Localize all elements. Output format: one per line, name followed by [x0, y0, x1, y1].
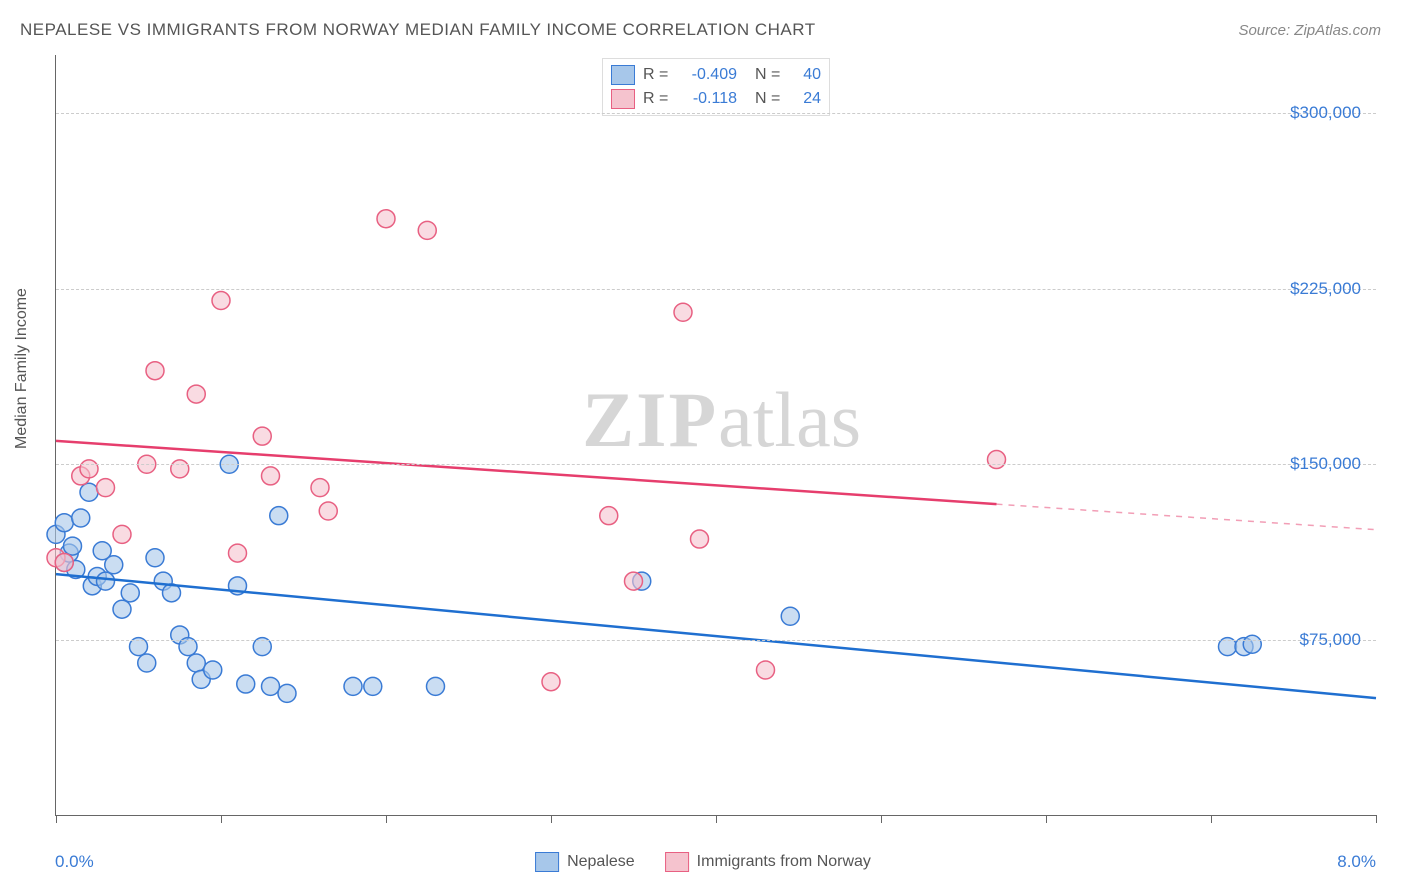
data-point	[270, 507, 288, 525]
data-point	[253, 427, 271, 445]
data-point	[64, 537, 82, 555]
data-point	[600, 507, 618, 525]
data-point	[80, 460, 98, 478]
x-tick	[716, 815, 717, 823]
legend-series-label: Nepalese	[567, 853, 635, 871]
data-point	[674, 303, 692, 321]
chart-title: NEPALESE VS IMMIGRANTS FROM NORWAY MEDIA…	[20, 20, 816, 40]
legend-series-label: Immigrants from Norway	[697, 853, 871, 871]
legend-item: Nepalese	[535, 852, 635, 872]
y-tick-label: $150,000	[1290, 454, 1361, 474]
x-tick	[881, 815, 882, 823]
x-tick	[56, 815, 57, 823]
data-point	[364, 677, 382, 695]
x-tick	[386, 815, 387, 823]
legend-n-value: 40	[791, 66, 821, 84]
data-point	[344, 677, 362, 695]
x-tick	[1211, 815, 1212, 823]
data-point	[146, 362, 164, 380]
plot-area: ZIPatlas R =-0.409N =40R =-0.118N =24 $7…	[55, 55, 1376, 816]
data-point	[97, 572, 115, 590]
legend-r-value: -0.118	[679, 90, 737, 108]
legend-n-label: N =	[755, 90, 783, 108]
legend-r-value: -0.409	[679, 66, 737, 84]
legend-n-value: 24	[791, 90, 821, 108]
legend-swatch	[611, 65, 635, 85]
series-legend: Nepalese Immigrants from Norway	[535, 852, 871, 872]
legend-item: Immigrants from Norway	[665, 852, 871, 872]
data-point	[427, 677, 445, 695]
x-axis-max-label: 8.0%	[1337, 852, 1376, 872]
data-point	[97, 479, 115, 497]
data-point	[113, 525, 131, 543]
x-axis-min-label: 0.0%	[55, 852, 94, 872]
data-point	[237, 675, 255, 693]
legend-row: R = -0.118 N = 24	[611, 87, 821, 111]
data-point	[757, 661, 775, 679]
scatter-svg	[56, 55, 1376, 815]
data-point	[418, 221, 436, 239]
data-point	[72, 509, 90, 527]
data-point	[187, 385, 205, 403]
legend-row: R = -0.409 N = 40	[611, 63, 821, 87]
data-point	[262, 677, 280, 695]
data-point	[319, 502, 337, 520]
legend-swatch	[611, 89, 635, 109]
data-point	[55, 514, 73, 532]
x-tick	[551, 815, 552, 823]
gridline	[56, 640, 1376, 641]
y-tick-label: $300,000	[1290, 103, 1361, 123]
data-point	[262, 467, 280, 485]
regression-line	[56, 441, 997, 504]
data-point	[80, 483, 98, 501]
legend-swatch	[535, 852, 559, 872]
legend-r-label: R =	[643, 66, 671, 84]
data-point	[105, 556, 123, 574]
data-point	[781, 607, 799, 625]
data-point	[55, 553, 73, 571]
source-attribution: Source: ZipAtlas.com	[1238, 22, 1381, 39]
data-point	[229, 544, 247, 562]
legend-swatch	[665, 852, 689, 872]
data-point	[204, 661, 222, 679]
data-point	[691, 530, 709, 548]
x-tick	[1046, 815, 1047, 823]
data-point	[988, 451, 1006, 469]
data-point	[625, 572, 643, 590]
legend-r-label: R =	[643, 90, 671, 108]
gridline	[56, 289, 1376, 290]
data-point	[377, 210, 395, 228]
y-axis-label: Median Family Income	[13, 288, 31, 449]
x-tick	[1376, 815, 1377, 823]
y-tick-label: $225,000	[1290, 279, 1361, 299]
x-tick	[221, 815, 222, 823]
data-point	[212, 292, 230, 310]
data-point	[171, 460, 189, 478]
chart-container: NEPALESE VS IMMIGRANTS FROM NORWAY MEDIA…	[0, 0, 1406, 892]
data-point	[113, 600, 131, 618]
regression-line-dashed	[997, 504, 1377, 530]
data-point	[278, 684, 296, 702]
data-point	[138, 654, 156, 672]
legend-n-label: N =	[755, 66, 783, 84]
data-point	[187, 654, 205, 672]
y-tick-label: $75,000	[1300, 630, 1361, 650]
gridline	[56, 113, 1376, 114]
data-point	[542, 673, 560, 691]
data-point	[146, 549, 164, 567]
data-point	[311, 479, 329, 497]
correlation-legend: R = -0.409 N = 40 R = -0.118 N = 24	[602, 58, 830, 116]
data-point	[121, 584, 139, 602]
gridline	[56, 464, 1376, 465]
data-point	[1243, 635, 1261, 653]
